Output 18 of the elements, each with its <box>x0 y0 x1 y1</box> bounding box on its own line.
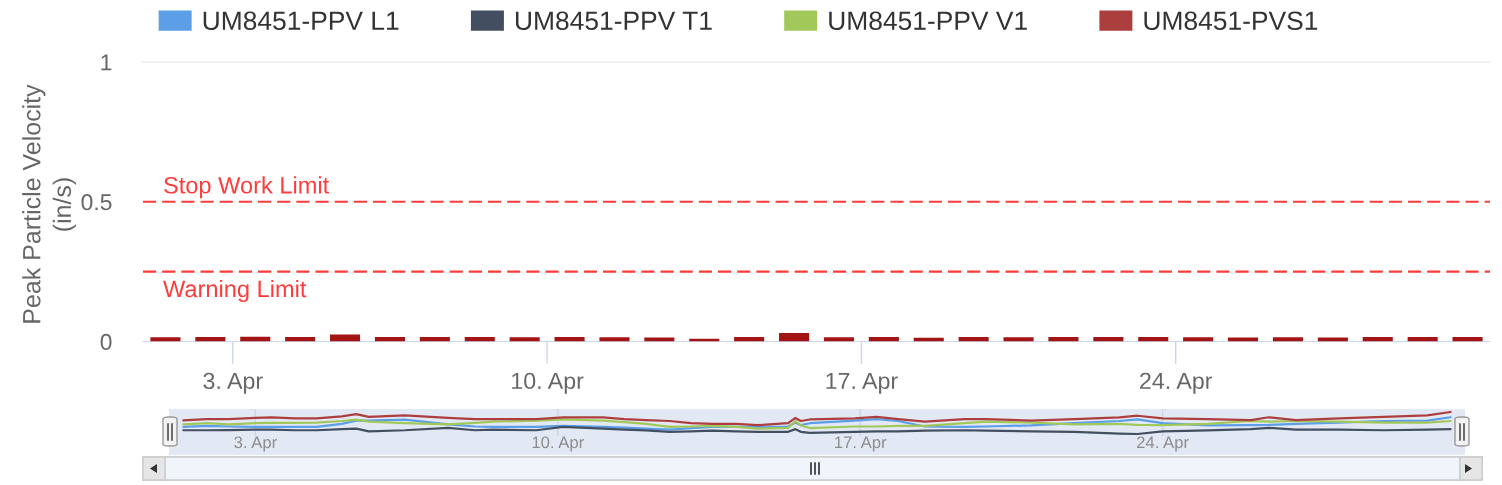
legend-label: UM8451-PPV L1 <box>203 11 399 31</box>
ref-line-label: Warning Limit <box>163 279 307 302</box>
legend-label: UM8451-PVS1 <box>1144 11 1318 31</box>
legend-label: UM8451-PPV V1 <box>829 11 1027 31</box>
x-tick-label: 3. Apr <box>203 372 263 394</box>
y-tick-label: 1 <box>101 54 112 71</box>
x-tick-label: 17. Apr <box>835 436 887 452</box>
x-tick-label: 10. Apr <box>532 436 584 452</box>
y-axis-title: Peak Particle Velocity (in/s) <box>22 84 77 323</box>
x-tick-label: 24. Apr <box>1140 372 1213 394</box>
y-tick-label: 0.5 <box>81 194 112 211</box>
ref-line-label: Stop Work Limit <box>164 176 330 199</box>
x-tick-label: 3. Apr <box>234 436 277 452</box>
x-tick-label: 10. Apr <box>512 372 584 394</box>
x-tick-label: 24. Apr <box>1137 436 1189 452</box>
x-tick-label: 17. Apr <box>826 372 898 394</box>
y-tick-label: 0 <box>100 333 112 351</box>
legend-label: UM8451-PPV T1 <box>515 11 712 31</box>
